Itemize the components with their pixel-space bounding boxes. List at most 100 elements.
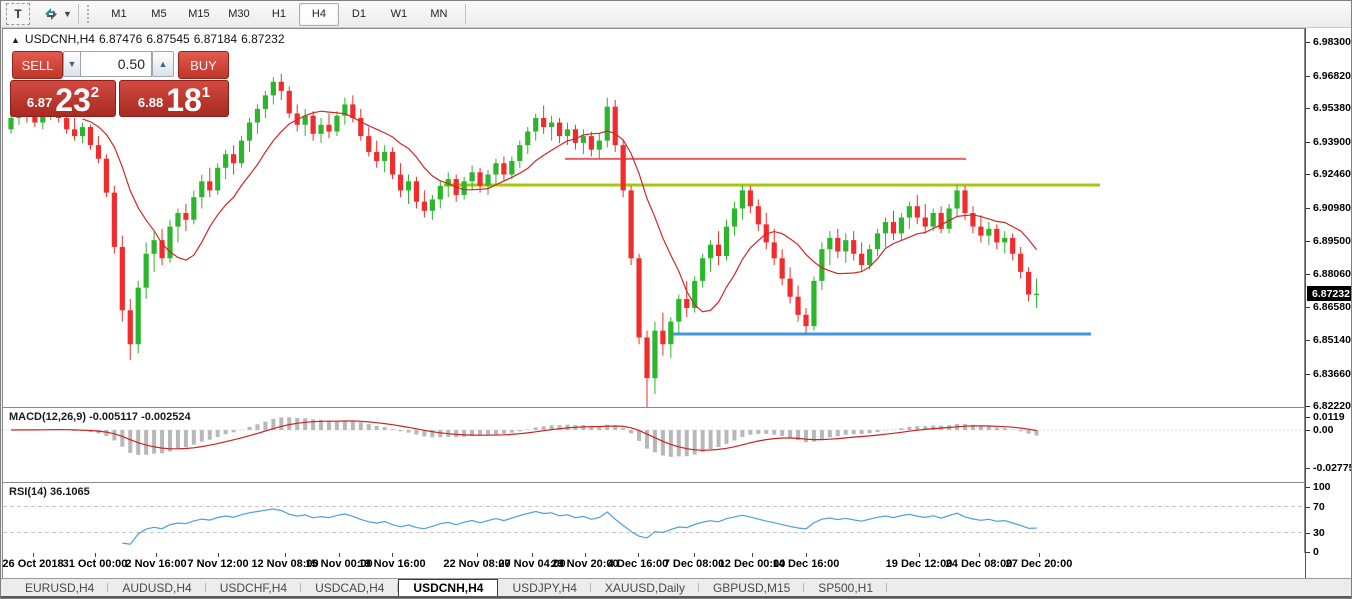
timeframe-button-m1[interactable]: M1 <box>111 7 127 20</box>
rsi-axis-label: 70 <box>1313 501 1325 513</box>
candle-body <box>596 140 602 150</box>
candle-body <box>1026 271 1032 295</box>
candle-body <box>747 190 753 207</box>
macd-histogram <box>16 417 1039 457</box>
candle-body <box>588 136 594 150</box>
time-axis[interactable]: 26 Oct 2018 31 Oct 00:00 2 Nov 16:00 7 Nov … <box>2 553 1305 578</box>
candle-body <box>541 117 547 128</box>
candle-body <box>270 81 276 96</box>
macd-canvas[interactable] <box>3 408 1304 482</box>
candle-body <box>660 330 666 345</box>
time-axis-label: 7 Dec 08:00 <box>663 558 725 570</box>
chart-tab-usdchf-h4[interactable]: USDCHF,H4 <box>206 579 302 596</box>
candle-body <box>890 222 897 234</box>
timeframe-button-m5[interactable]: M5 <box>151 7 167 20</box>
collapse-arrow-icon[interactable]: ▲ <box>11 35 20 45</box>
buy-price-button[interactable]: 6.88 18 1 <box>119 80 229 117</box>
timeframe-button-d1[interactable]: D1 <box>351 7 366 20</box>
macd-axis-label-tick <box>1306 417 1310 418</box>
candle-body <box>739 190 745 209</box>
candle-body <box>286 90 292 114</box>
chart-tab-audusd-h4[interactable]: AUDUSD,H4 <box>108 579 207 596</box>
candle-body <box>350 104 356 118</box>
chart-tab-usdjpy-h4[interactable]: USDJPY,H4 <box>498 579 592 596</box>
candle-body <box>1002 237 1008 243</box>
sell-price-base: 6.87 <box>26 95 53 110</box>
candle-body <box>692 280 698 309</box>
price-axis[interactable]: 6.98300 6.96820 6.95380 6.93900 6.92460 6.909… <box>1305 28 1351 578</box>
chart-tab-sp500-h1[interactable]: SP500,H1 <box>804 579 887 596</box>
price-axis-label-tick <box>1306 42 1310 43</box>
timeframe-button-m15[interactable]: M15 <box>188 7 210 20</box>
arrange-tool-button[interactable]: ▼ <box>42 6 72 22</box>
chart-tab-usdcad-h4[interactable]: USDCAD,H4 <box>301 579 399 596</box>
candle-body <box>882 222 889 234</box>
candle-body <box>95 145 102 159</box>
candle-body <box>994 228 1000 243</box>
time-axis-label: 4 Dec 16:00 <box>607 558 669 570</box>
rsi-indicator-panel: RSI(14) 36.1065 <box>2 482 1305 554</box>
candle-body <box>199 181 205 198</box>
one-click-trade-panel: SELL ▼ ▲ BUY 6.87 23 2 6.88 18 1 <box>10 50 229 118</box>
candle-body <box>938 213 944 229</box>
timeframe-button-mn[interactable]: MN <box>430 7 448 20</box>
volume-decrease-button[interactable]: ▼ <box>63 51 81 77</box>
timeframe-button-h1[interactable]: H1 <box>271 7 286 20</box>
candle-body <box>358 117 364 137</box>
time-axis-label: 15 Nov 00:00 <box>305 558 373 570</box>
timeframe-button-h4[interactable]: H4 <box>298 2 339 26</box>
price-axis-label-tick <box>1306 307 1310 308</box>
candle-body <box>326 124 332 132</box>
ohlc-low: 6.87184 <box>193 32 238 46</box>
candle-body <box>636 258 642 338</box>
rsi-canvas[interactable] <box>3 483 1304 553</box>
candle-body <box>867 249 873 266</box>
time-tick <box>392 553 393 557</box>
candle-body <box>572 129 579 143</box>
timeframe-button-m30[interactable]: M30 <box>228 7 250 20</box>
sell-button[interactable]: SELL <box>12 51 63 79</box>
text-tool-icon[interactable]: T <box>6 3 30 25</box>
volume-increase-button[interactable]: ▲ <box>152 51 174 77</box>
candle-body <box>135 287 141 345</box>
candle-body <box>612 106 618 146</box>
moving-average-line <box>82 110 1038 313</box>
chart-tab-usdcnh-h4[interactable]: USDCNH,H4 <box>398 579 499 596</box>
candle-body <box>87 127 94 146</box>
chart-tab-xauusd-daily[interactable]: XAUUSD,Daily <box>591 579 699 596</box>
candle-body <box>215 167 221 191</box>
candle-body <box>334 115 340 132</box>
rsi-axis-label-tick <box>1306 487 1310 488</box>
candle-body <box>103 158 109 193</box>
toolbar-separator <box>77 4 79 24</box>
macd-axis-label-tick <box>1306 430 1310 431</box>
candle-body <box>310 115 316 134</box>
buy-button[interactable]: BUY <box>178 51 229 79</box>
candle-body <box>946 208 952 229</box>
candle-body <box>397 174 404 191</box>
candle-body <box>771 242 777 259</box>
candle-body <box>1018 253 1024 272</box>
time-tick <box>638 553 639 557</box>
price-chart-canvas[interactable] <box>3 29 1304 407</box>
candle-body <box>684 298 690 309</box>
chart-tab-gbpusd-m15[interactable]: GBPUSD,M15 <box>699 579 805 596</box>
candle-body <box>787 278 793 297</box>
candle-body <box>930 213 936 227</box>
candle-body <box>143 253 149 288</box>
chart-tab-eurusd-h4[interactable]: EURUSD,H4 <box>11 579 109 596</box>
toolbar: T ▼ M1 M5 M15 M30 H1 H4 D1 W1 MN <box>1 1 1351 28</box>
rsi-axis-label-tick <box>1306 507 1310 508</box>
candle-body <box>231 154 237 164</box>
candle-body <box>874 233 881 250</box>
candle-body <box>564 129 571 137</box>
timeframe-button-w1[interactable]: W1 <box>390 7 408 20</box>
volume-input[interactable] <box>80 51 152 77</box>
time-tick <box>1039 553 1040 557</box>
time-axis-label: 31 Oct 00:00 <box>62 558 128 570</box>
candle-body <box>207 181 213 191</box>
candle-body <box>302 115 308 125</box>
rsi-label: RSI(14) 36.1065 <box>9 486 90 498</box>
sell-price-button[interactable]: 6.87 23 2 <box>10 80 116 117</box>
macd-signal-line <box>10 420 1037 451</box>
